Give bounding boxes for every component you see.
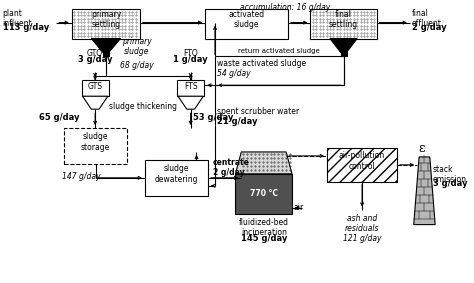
Text: primary
sludge: primary sludge bbox=[122, 37, 152, 56]
Text: final
effluent: final effluent bbox=[412, 9, 442, 28]
Text: spent scrubber water: spent scrubber water bbox=[217, 107, 299, 116]
Bar bbox=[145, 160, 208, 196]
Bar bbox=[82, 80, 109, 96]
Text: sludge thickening: sludge thickening bbox=[109, 102, 177, 111]
Bar bbox=[103, 52, 109, 56]
Bar bbox=[64, 128, 128, 164]
Text: 770 °C: 770 °C bbox=[250, 189, 278, 198]
Text: waste activated sludge: waste activated sludge bbox=[217, 59, 306, 68]
Polygon shape bbox=[330, 38, 357, 52]
Text: air: air bbox=[294, 203, 304, 212]
Text: 145 g/day: 145 g/day bbox=[240, 233, 287, 243]
Polygon shape bbox=[91, 38, 120, 52]
Bar bbox=[177, 80, 204, 96]
Text: return activated sludge: return activated sludge bbox=[238, 48, 320, 54]
Text: plant
influent: plant influent bbox=[3, 9, 32, 28]
Text: 3 g/day: 3 g/day bbox=[433, 179, 467, 188]
Bar bbox=[72, 9, 140, 38]
Text: air-pollution
control: air-pollution control bbox=[339, 151, 385, 171]
Text: 68 g/day: 68 g/day bbox=[120, 61, 154, 70]
Text: GTO: GTO bbox=[87, 50, 103, 58]
Polygon shape bbox=[236, 152, 292, 174]
Text: GTS: GTS bbox=[88, 82, 103, 91]
Text: sludge
storage: sludge storage bbox=[81, 132, 110, 152]
Bar bbox=[310, 9, 377, 38]
Text: 54 g/day: 54 g/day bbox=[217, 69, 251, 78]
Text: FTS: FTS bbox=[184, 82, 198, 91]
Text: centrate
2 g/day: centrate 2 g/day bbox=[213, 158, 250, 177]
Text: 65 g/day: 65 g/day bbox=[39, 113, 80, 122]
Text: 147 g/day: 147 g/day bbox=[62, 172, 100, 181]
Polygon shape bbox=[82, 96, 108, 109]
Text: sludge
dewatering: sludge dewatering bbox=[155, 164, 198, 184]
Text: final
settling: final settling bbox=[329, 10, 358, 29]
Text: stack
emission: stack emission bbox=[433, 165, 467, 184]
Text: 53 g/day: 53 g/day bbox=[192, 113, 233, 122]
Text: activated
sludge: activated sludge bbox=[228, 10, 265, 29]
Text: 113 g/day: 113 g/day bbox=[3, 23, 49, 32]
Polygon shape bbox=[414, 157, 435, 225]
Bar bbox=[327, 148, 397, 182]
Text: 21 g/day: 21 g/day bbox=[217, 117, 257, 126]
Text: FTO: FTO bbox=[183, 50, 198, 58]
Text: 2 g/day: 2 g/day bbox=[412, 23, 447, 32]
Text: ε: ε bbox=[418, 142, 425, 155]
Polygon shape bbox=[178, 96, 203, 109]
Text: accumulation: 16 g/day: accumulation: 16 g/day bbox=[240, 3, 330, 12]
Text: fluidized-bed
incineration: fluidized-bed incineration bbox=[239, 218, 289, 237]
Text: 1 g/day: 1 g/day bbox=[173, 55, 208, 64]
Bar bbox=[236, 174, 292, 214]
Text: 3 g/day: 3 g/day bbox=[78, 55, 112, 64]
Text: primary
settling: primary settling bbox=[91, 10, 121, 29]
Bar bbox=[341, 52, 346, 56]
Bar bbox=[205, 9, 288, 38]
Text: ash and
residuals
121 g/day: ash and residuals 121 g/day bbox=[343, 214, 382, 243]
